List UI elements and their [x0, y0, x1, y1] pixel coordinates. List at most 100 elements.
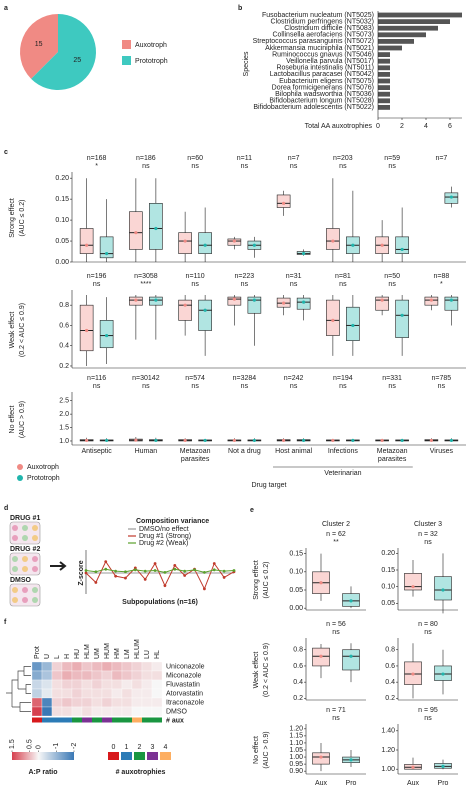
- box: [247, 296, 262, 314]
- column-label: HUM: [104, 643, 111, 659]
- x-tick-label: Not a drug: [228, 448, 261, 455]
- level-title: # auxotrophies: [116, 769, 166, 776]
- n-label: n=785: [432, 375, 452, 382]
- y-tick-label: 0.10: [381, 584, 395, 591]
- legend-label: Prototroph: [135, 58, 168, 65]
- y-tick-label: 0.4: [293, 679, 303, 686]
- box-center: [411, 672, 415, 676]
- heat-cell: [91, 661, 103, 672]
- point: [104, 567, 108, 571]
- heat-cell: [151, 679, 163, 690]
- point: [94, 570, 98, 574]
- box-center: [85, 438, 89, 443]
- n-label: n=168: [87, 155, 107, 162]
- box-center: [282, 201, 286, 205]
- box-center: [449, 438, 453, 443]
- box: [178, 232, 192, 254]
- plate-spot: [12, 556, 18, 562]
- n-label: n = 80: [418, 621, 438, 628]
- plate-label: DMSO: [10, 577, 32, 584]
- x-tick-label: Host animal: [275, 448, 313, 455]
- heat-cell: [131, 670, 143, 681]
- plate-spot: [12, 566, 18, 572]
- box-center: [380, 438, 384, 443]
- significance: ns: [332, 629, 340, 636]
- y-tick-label: 2.0: [59, 411, 69, 418]
- annotation-cell: [62, 717, 72, 723]
- box: [79, 228, 94, 254]
- n-label: n = 32: [418, 531, 438, 538]
- plate-spot: [32, 587, 38, 593]
- x-tick-label: Pro: [346, 780, 357, 787]
- point: [173, 567, 177, 571]
- level-swatch: [121, 752, 132, 760]
- significance: ns: [191, 383, 199, 390]
- heat-cell: [131, 679, 143, 690]
- level-label: 2: [138, 744, 142, 751]
- species-label: Veillonella parvula (NT5017): [286, 58, 374, 65]
- box-center: [183, 239, 187, 243]
- significance: *: [95, 163, 98, 170]
- box: [326, 228, 340, 250]
- y-tick-label: 1.20: [381, 747, 395, 754]
- box-center: [252, 298, 256, 302]
- heat-cell: [141, 688, 153, 699]
- n-label: n = 62: [326, 531, 346, 538]
- box-center: [183, 438, 187, 443]
- row-label: (AUC ≤ 0.2): [19, 200, 26, 237]
- y-tick-label: 0.2: [293, 695, 303, 702]
- significance: ns: [191, 163, 199, 170]
- bar: [378, 39, 414, 44]
- box-center: [232, 239, 236, 243]
- box: [99, 236, 114, 259]
- cluster-title: Cluster 3: [414, 521, 442, 528]
- row-label: (0.2 < AUC ≤ 0.9): [19, 303, 26, 357]
- y-tick-label: 0.15: [55, 196, 69, 203]
- y-tick-label: 0.05: [381, 600, 395, 607]
- legend-marker: [17, 464, 23, 470]
- bar: [378, 65, 390, 71]
- box-center: [349, 654, 353, 658]
- heat-cell: [61, 688, 73, 699]
- heat-cell: [81, 688, 93, 699]
- scale-tick-label: -1: [53, 743, 60, 749]
- box-center: [351, 243, 355, 247]
- x-tick-label: Pro: [438, 780, 449, 787]
- n-label: n=3058: [134, 273, 158, 280]
- plate-spot: [22, 597, 28, 603]
- y-tick-label: 0.90: [289, 768, 303, 775]
- box: [434, 576, 452, 601]
- box-center: [85, 243, 89, 247]
- plate-spot: [12, 587, 18, 593]
- annotation-cell: [82, 717, 92, 723]
- x-tick-label: Human: [134, 448, 158, 455]
- y-tick-label: 0.8: [385, 647, 395, 654]
- species-label: Ruminococcus gnavus (NT5046): [272, 51, 374, 58]
- annotation-cell: [52, 717, 62, 723]
- plate-spot: [22, 556, 28, 562]
- significance: ns: [339, 163, 347, 170]
- point: [143, 577, 147, 581]
- box-center: [400, 247, 404, 252]
- heat-cell: [141, 670, 153, 681]
- n-label: n=203: [333, 155, 353, 162]
- heat-cell: [41, 661, 53, 672]
- y-tick-label: 1.05: [289, 747, 303, 754]
- plate-spot: [32, 525, 38, 531]
- heat-cell: [71, 661, 83, 672]
- heat-cell: [151, 697, 163, 708]
- species-label: Streptococcus parasanguinis (NT5072): [253, 38, 374, 45]
- heat-cell: [41, 688, 53, 699]
- scale-title: A:P ratio: [28, 769, 57, 776]
- significance: ns: [93, 383, 101, 390]
- y-tick-label: 0.20: [55, 175, 69, 182]
- level-label: 3: [151, 744, 155, 751]
- n-label: n=574: [185, 375, 205, 382]
- row-label: Strong effect: [253, 560, 260, 600]
- point: [124, 570, 127, 574]
- box-center: [203, 243, 207, 247]
- heat-cell: [151, 706, 163, 717]
- significance: ****: [140, 281, 151, 288]
- significance: ns: [142, 163, 150, 170]
- y-tick-label: 1.15: [289, 733, 303, 740]
